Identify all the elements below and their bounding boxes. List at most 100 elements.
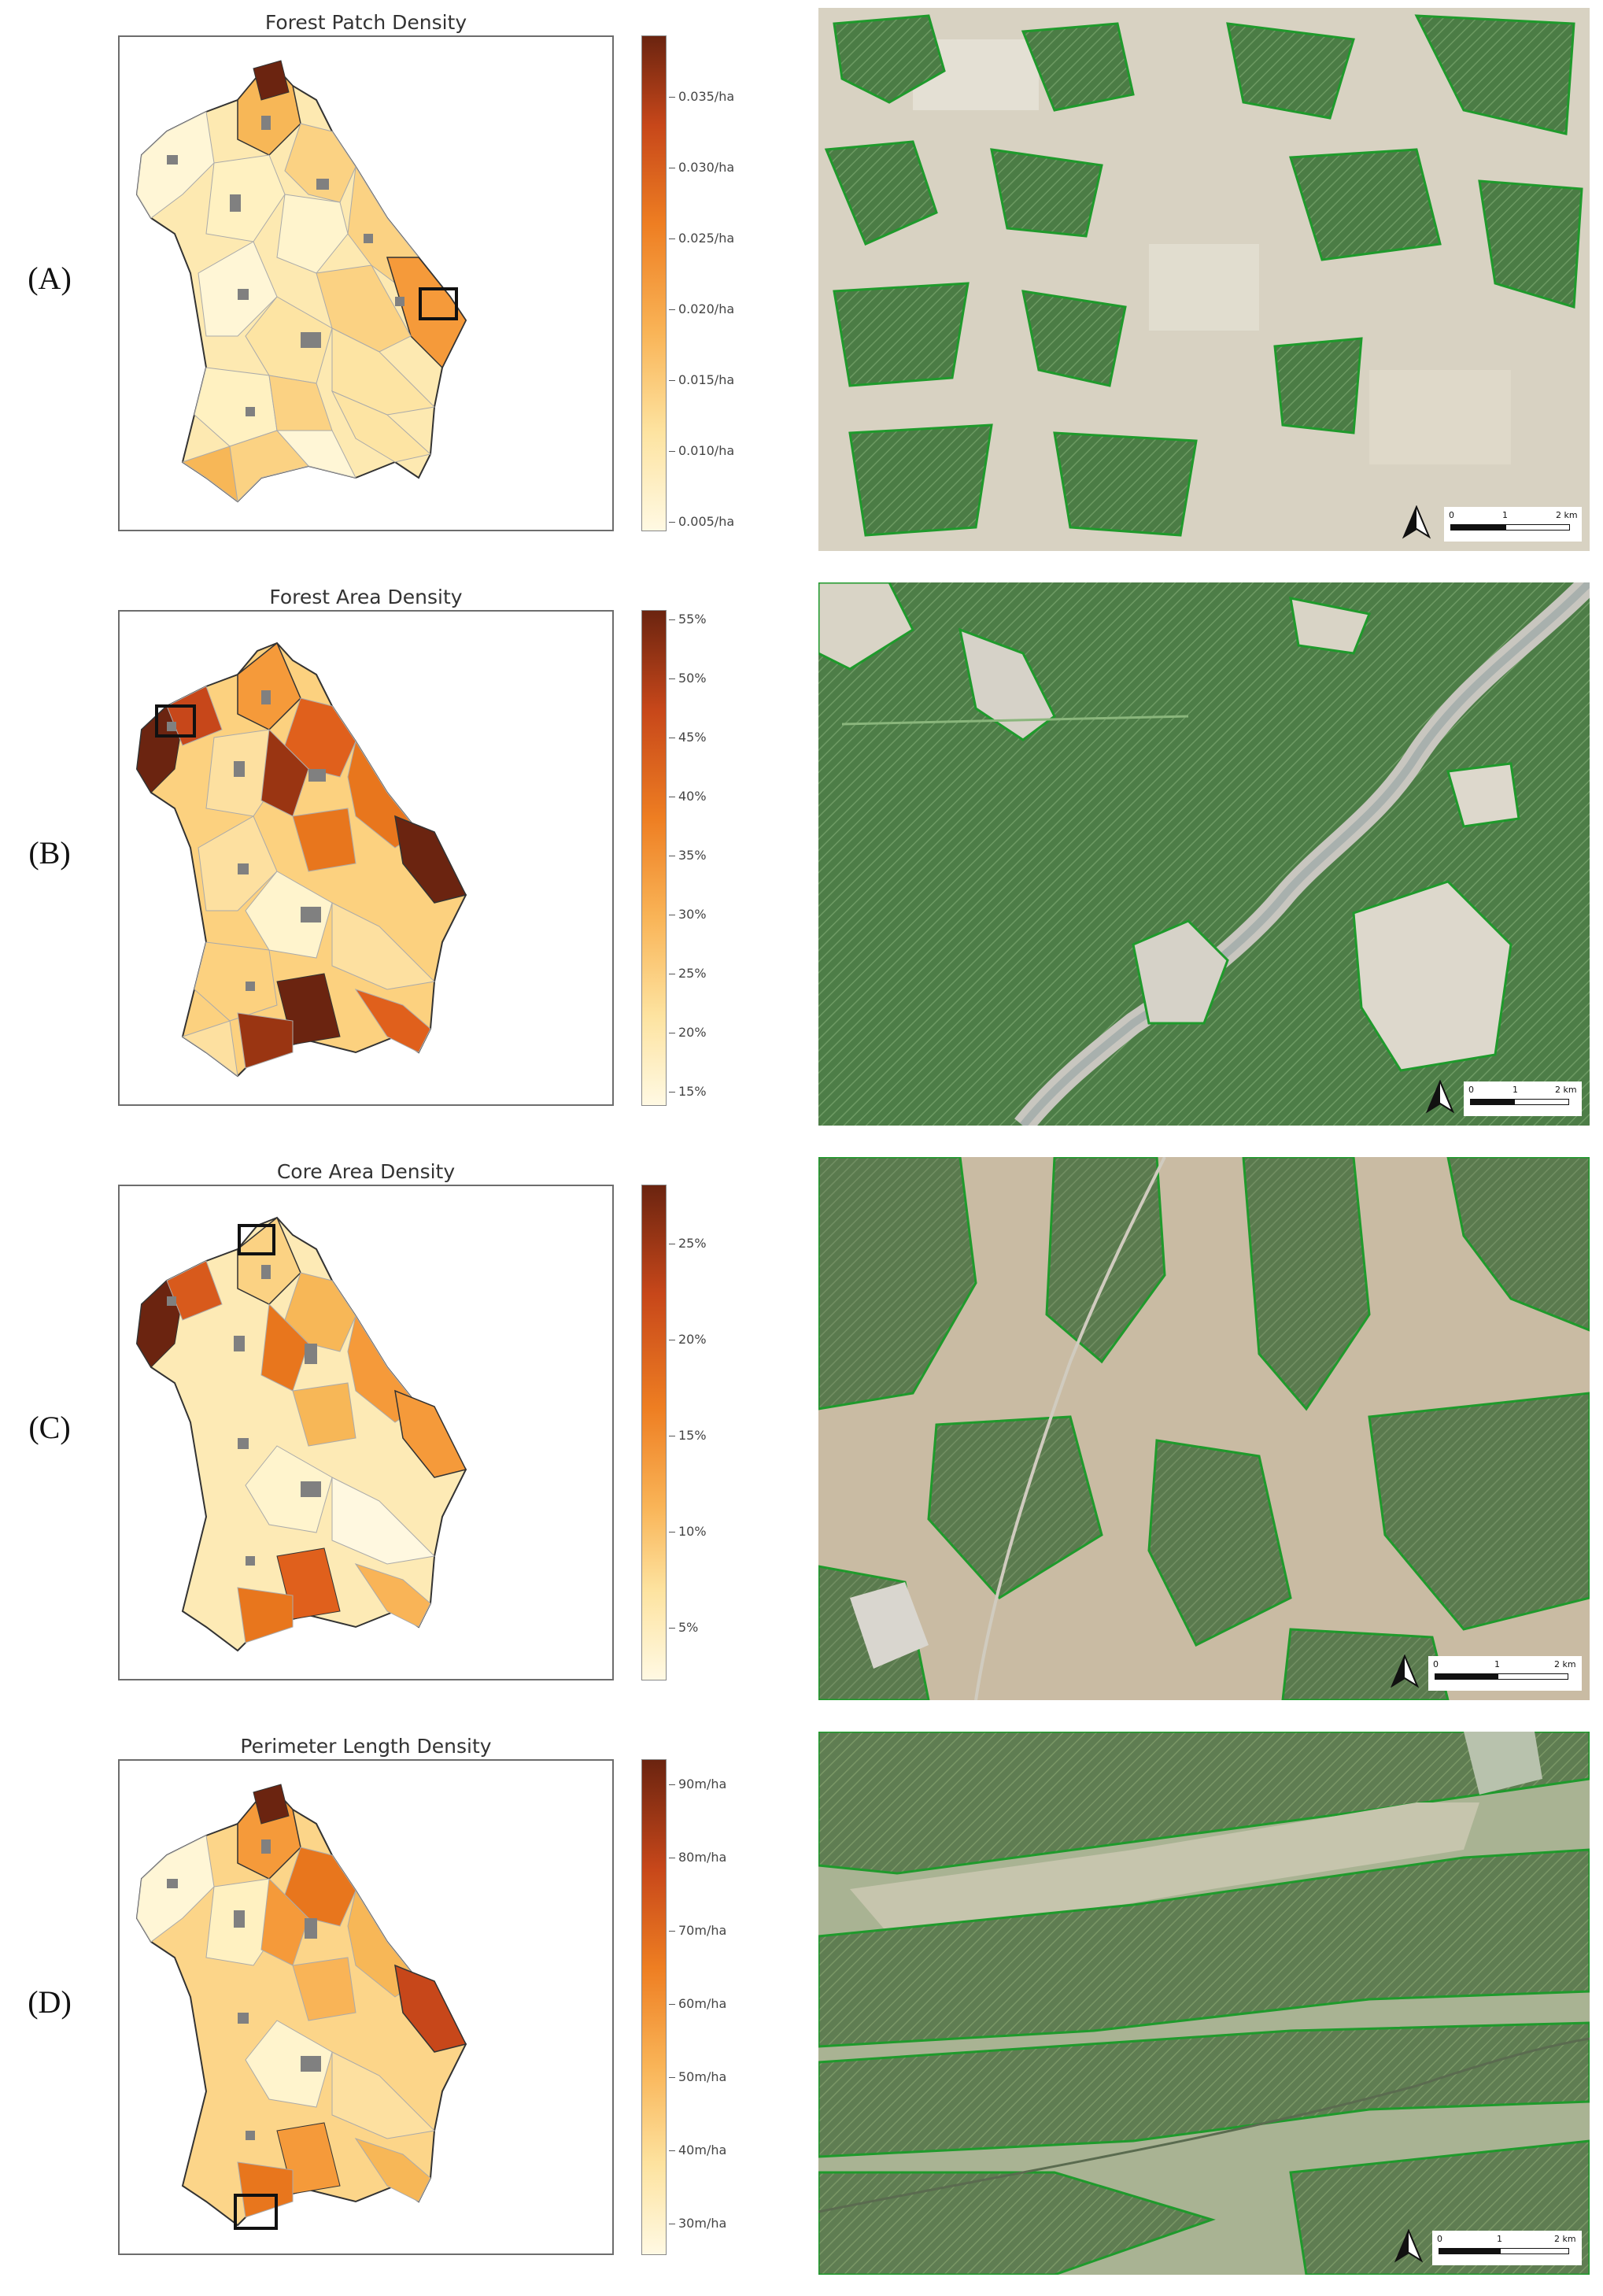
- forest-patch: [824, 140, 938, 246]
- panel-label: (A): [28, 261, 72, 296]
- scale-tick: 0: [1437, 2234, 1442, 2244]
- district: [394, 1389, 467, 1478]
- colorbar-tick-label: 90m/ha: [678, 1777, 727, 1791]
- scale-bar: 0 1 2 km: [1464, 1081, 1582, 1116]
- urban-area: [301, 332, 321, 348]
- farmland: [1352, 880, 1513, 1072]
- scale-tick: 1: [1494, 1659, 1500, 1669]
- district: [229, 430, 309, 503]
- district: [166, 1260, 223, 1321]
- colorbar-tick-label: 25%: [678, 966, 707, 981]
- choropleth-map: [118, 35, 614, 531]
- district: [237, 1012, 294, 1069]
- colorbar-tick-label: 80m/ha: [678, 1850, 727, 1865]
- district: [237, 2161, 294, 2218]
- district: [331, 902, 436, 990]
- district: [237, 641, 301, 730]
- settlement: [1132, 919, 1229, 1025]
- scale-bar: 0 1 2 km: [1444, 507, 1582, 542]
- district: [354, 989, 431, 1053]
- road: [818, 2037, 1590, 2213]
- forest-patch: [1021, 290, 1127, 387]
- scale-tick: 0: [1449, 510, 1454, 520]
- panel-b: (B) Forest Area Density: [0, 575, 1603, 1126]
- urban-area: [167, 1879, 178, 1888]
- map-title: Forest Area Density: [269, 586, 463, 608]
- colorbar-tick-label: 30%: [678, 907, 707, 922]
- urban-area: [167, 1296, 176, 1306]
- forest-patch: [990, 148, 1103, 238]
- colorbar-tick-label: 15%: [678, 1084, 707, 1099]
- urban-area: [305, 1344, 317, 1364]
- colorbar-tick-label: 0.015/ha: [678, 372, 735, 387]
- urban-area: [234, 761, 245, 777]
- field: [1149, 244, 1259, 331]
- urban-area: [238, 1438, 249, 1449]
- urban-area: [238, 863, 249, 874]
- district: [136, 1835, 215, 1943]
- scale-tick: 0: [1433, 1659, 1439, 1669]
- panel-label: (D): [28, 1984, 72, 2020]
- urban-area: [316, 179, 329, 190]
- forest-patch: [1414, 14, 1575, 135]
- urban-area: [246, 982, 255, 991]
- urban-area: [395, 297, 404, 306]
- colorbar-tick-label: 0.020/ha: [678, 301, 735, 316]
- colorbar: [641, 1759, 667, 2255]
- forest-band: [818, 2021, 1590, 2158]
- urban-area: [246, 1556, 255, 1566]
- district: [331, 390, 432, 463]
- forest-patch: [927, 1415, 1103, 1599]
- road: [841, 715, 1189, 726]
- colorbar-ticks: 90m/ha 80m/ha 70m/ha 60m/ha 50m/ha 40m/h…: [669, 1759, 771, 2255]
- forest-patch: [1226, 22, 1355, 120]
- colorbar: [641, 35, 667, 531]
- district: [245, 1445, 333, 1533]
- panel-a: (A) Forest Patch Density: [0, 0, 1603, 551]
- study-area-marker: [419, 287, 458, 320]
- choropleth-map: [118, 610, 614, 1106]
- road: [974, 1157, 1166, 1700]
- district: [292, 1382, 356, 1447]
- study-area-marker: [234, 2194, 278, 2230]
- urban-area: [261, 1265, 271, 1279]
- scale-tick: 2 km: [1554, 2234, 1576, 2244]
- choropleth-map: [118, 1759, 614, 2255]
- forest-patch: [1053, 431, 1198, 537]
- scale-tick: 2 km: [1555, 1085, 1577, 1095]
- colorbar-ticks: 0.035/ha 0.030/ha 0.025/ha 0.020/ha 0.01…: [669, 35, 771, 531]
- forest-patch: [1446, 1157, 1590, 1332]
- satellite-image: 0 1 2 km: [818, 1157, 1590, 1700]
- district: [237, 1216, 301, 1305]
- colorbar-tick-label: 5%: [678, 1620, 699, 1635]
- forest-patch: [1021, 22, 1135, 112]
- colorbar: [641, 1185, 667, 1680]
- district: [181, 1020, 238, 1078]
- forest-band: [818, 1848, 1590, 2048]
- forest-patch: [833, 282, 970, 387]
- scale-tick: 0: [1468, 1085, 1474, 1095]
- colorbar-tick-label: 20%: [678, 1332, 707, 1347]
- scale-tick: 1: [1497, 2234, 1502, 2244]
- forest-band: [818, 1732, 1590, 1875]
- colorbar-tick-label: 40%: [678, 789, 707, 804]
- colorbar-tick-label: 60m/ha: [678, 1996, 727, 2011]
- scale-tick: 2 km: [1556, 510, 1578, 520]
- colorbar-tick-label: 50%: [678, 671, 707, 686]
- district: [394, 1964, 467, 2053]
- district: [136, 111, 215, 219]
- choropleth-map: [118, 1185, 614, 1680]
- north-arrow-icon: [1394, 2229, 1424, 2263]
- urban-area: [301, 1481, 321, 1497]
- district: [394, 815, 467, 904]
- district: [316, 264, 412, 353]
- farmland: [1446, 762, 1520, 828]
- colorbar-tick-label: 0.035/ha: [678, 89, 735, 104]
- river: [1020, 582, 1590, 1126]
- panel-label: (C): [28, 1410, 71, 1445]
- urban-area: [234, 1336, 245, 1351]
- forest-patch: [1242, 1157, 1371, 1411]
- district: [253, 1784, 290, 1825]
- urban-area: [234, 1910, 245, 1928]
- scale-bar: 0 1 2 km: [1428, 1656, 1582, 1691]
